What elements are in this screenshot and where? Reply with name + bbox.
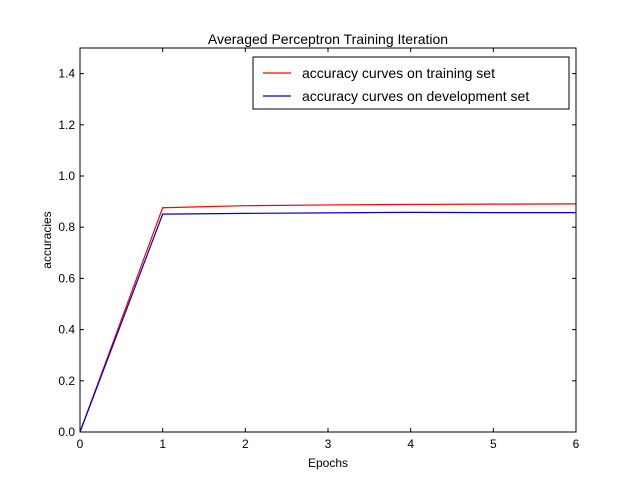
x-axis-ticks: 0 1 2 3 4 5 6: [77, 48, 580, 451]
chart-title: Averaged Perceptron Training Iteration: [208, 31, 448, 47]
y-tick-label: 0.4: [58, 323, 75, 337]
y-tick-label: 0.0: [58, 425, 75, 439]
y-tick-label: 0.6: [58, 271, 75, 285]
legend-label-training: accuracy curves on training set: [302, 65, 495, 81]
x-tick-label: 5: [490, 437, 497, 451]
legend-label-development: accuracy curves on development set: [302, 88, 529, 104]
x-tick-label: 0: [77, 437, 84, 451]
legend-box: [252, 56, 570, 110]
legend: accuracy curves on training set accuracy…: [252, 56, 570, 110]
x-tick-label: 4: [407, 437, 414, 451]
series-line-1: [79, 211, 576, 433]
y-tick-label: 0.8: [58, 220, 75, 234]
y-axis-ticks: 0.0 0.2 0.4 0.6 0.8 1.0 1.2 1.4: [58, 67, 576, 439]
series-line-0: [79, 203, 577, 433]
x-tick-label: 1: [159, 437, 166, 451]
y-tick-label: 1.2: [58, 118, 75, 132]
y-axis-label: accuracies: [40, 211, 54, 268]
y-tick-label: 0.2: [58, 374, 75, 388]
x-axis-label: Epochs: [308, 456, 348, 470]
x-tick-label: 2: [242, 437, 249, 451]
y-tick-label: 1.4: [58, 67, 75, 81]
y-tick-label: 1.0: [58, 169, 75, 183]
x-tick-label: 6: [573, 437, 580, 451]
x-tick-label: 3: [325, 437, 332, 451]
series-layer: [79, 203, 577, 433]
